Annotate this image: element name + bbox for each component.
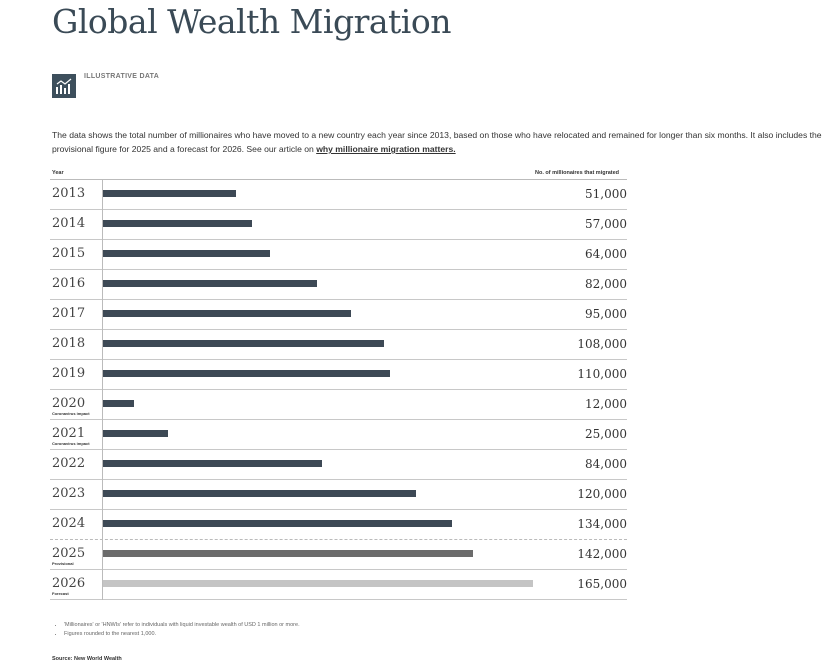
value-label: 12,000 bbox=[585, 397, 627, 411]
year-label: 2021 bbox=[52, 426, 86, 441]
year-header: Year bbox=[52, 170, 64, 176]
value-label: 64,000 bbox=[585, 247, 627, 261]
bar bbox=[103, 550, 474, 557]
year-label: 2019 bbox=[52, 366, 86, 381]
value-label: 110,000 bbox=[577, 367, 627, 381]
column-divider bbox=[102, 570, 103, 600]
value-label: 82,000 bbox=[585, 277, 627, 291]
value-label: 108,000 bbox=[577, 337, 627, 351]
bar bbox=[103, 490, 416, 497]
bar bbox=[103, 280, 317, 287]
year-note: Forecast bbox=[52, 591, 69, 596]
bar bbox=[103, 310, 351, 317]
column-divider bbox=[102, 210, 103, 240]
value-label: 95,000 bbox=[585, 307, 627, 321]
bar bbox=[103, 580, 533, 587]
year-label: 2025 bbox=[52, 546, 86, 561]
value-label: 57,000 bbox=[585, 217, 627, 231]
source: Source: New World Wealth bbox=[52, 656, 122, 662]
value-label: 165,000 bbox=[577, 577, 627, 591]
value-header: No. of millionaires that migrated bbox=[535, 170, 620, 176]
bar bbox=[103, 400, 135, 407]
chart-row: 2014 57,000 bbox=[50, 210, 627, 240]
column-divider bbox=[102, 330, 103, 360]
year-note: Coronavirus impact bbox=[52, 441, 90, 446]
year-label: 2014 bbox=[52, 216, 86, 231]
year-label: 2015 bbox=[52, 246, 86, 261]
column-divider bbox=[102, 300, 103, 330]
chart-row: 2022 84,000 bbox=[50, 450, 627, 480]
footnotes: 'Millionaires' or 'HNWIs' refer to indiv… bbox=[52, 622, 300, 640]
column-divider bbox=[102, 240, 103, 270]
column-divider bbox=[102, 450, 103, 480]
illustrative-data-tag: ILLUSTRATIVE DATA bbox=[84, 73, 160, 80]
column-divider bbox=[102, 390, 103, 420]
bar bbox=[103, 340, 385, 347]
article-link[interactable]: why millionaire migration matters. bbox=[316, 144, 456, 154]
chart-row: 2018 108,000 bbox=[50, 330, 627, 360]
column-divider bbox=[102, 480, 103, 510]
chart-icon bbox=[52, 74, 76, 98]
description: The data shows the total number of milli… bbox=[52, 128, 828, 156]
chart-row: 2015 64,000 bbox=[50, 240, 627, 270]
page-title: Global Wealth Migration bbox=[52, 2, 451, 41]
year-label: 2013 bbox=[52, 186, 86, 201]
bar bbox=[103, 430, 169, 437]
value-label: 84,000 bbox=[585, 457, 627, 471]
year-label: 2018 bbox=[52, 336, 86, 351]
year-label: 2020 bbox=[52, 396, 86, 411]
bar bbox=[103, 220, 252, 227]
footnote: Figures rounded to the nearest 1,000. bbox=[64, 631, 300, 637]
column-divider bbox=[102, 360, 103, 390]
year-label: 2026 bbox=[52, 576, 86, 591]
year-label: 2024 bbox=[52, 516, 86, 531]
chart-row: 2017 95,000 bbox=[50, 300, 627, 330]
year-label: 2022 bbox=[52, 456, 86, 471]
value-label: 25,000 bbox=[585, 427, 627, 441]
chart-row: 2021 Coronavirus impact 25,000 bbox=[50, 420, 627, 450]
year-label: 2016 bbox=[52, 276, 86, 291]
description-text: The data shows the total number of milli… bbox=[52, 130, 822, 154]
chart-row: 2019 110,000 bbox=[50, 360, 627, 390]
year-label: 2023 bbox=[52, 486, 86, 501]
chart-row: 2016 82,000 bbox=[50, 270, 627, 300]
chart-row: 2025 Provisional 142,000 bbox=[50, 540, 627, 570]
year-note: Coronavirus impact bbox=[52, 411, 90, 416]
column-divider bbox=[102, 540, 103, 570]
column-divider bbox=[102, 180, 103, 210]
bar bbox=[103, 520, 453, 527]
footnote: 'Millionaires' or 'HNWIs' refer to indiv… bbox=[64, 622, 300, 628]
migration-chart: 2013 51,000 2014 57,000 2015 64,000 2016 82,000… bbox=[50, 179, 627, 600]
bar bbox=[103, 250, 270, 257]
chart-row: 2020 Coronavirus impact 12,000 bbox=[50, 390, 627, 420]
chart-row: 2023 120,000 bbox=[50, 480, 627, 510]
year-note: Provisional bbox=[52, 561, 74, 566]
year-label: 2017 bbox=[52, 306, 86, 321]
column-divider bbox=[102, 510, 103, 540]
column-divider bbox=[102, 270, 103, 300]
value-label: 120,000 bbox=[577, 487, 627, 501]
value-label: 142,000 bbox=[577, 547, 627, 561]
chart-row: 2013 51,000 bbox=[50, 180, 627, 210]
bar bbox=[103, 460, 322, 467]
column-divider bbox=[102, 420, 103, 450]
value-label: 51,000 bbox=[585, 187, 627, 201]
bar bbox=[103, 190, 236, 197]
bar bbox=[103, 370, 390, 377]
chart-row: 2024 134,000 bbox=[50, 510, 627, 540]
chart-row: 2026 Forecast 165,000 bbox=[50, 570, 627, 600]
value-label: 134,000 bbox=[577, 517, 627, 531]
